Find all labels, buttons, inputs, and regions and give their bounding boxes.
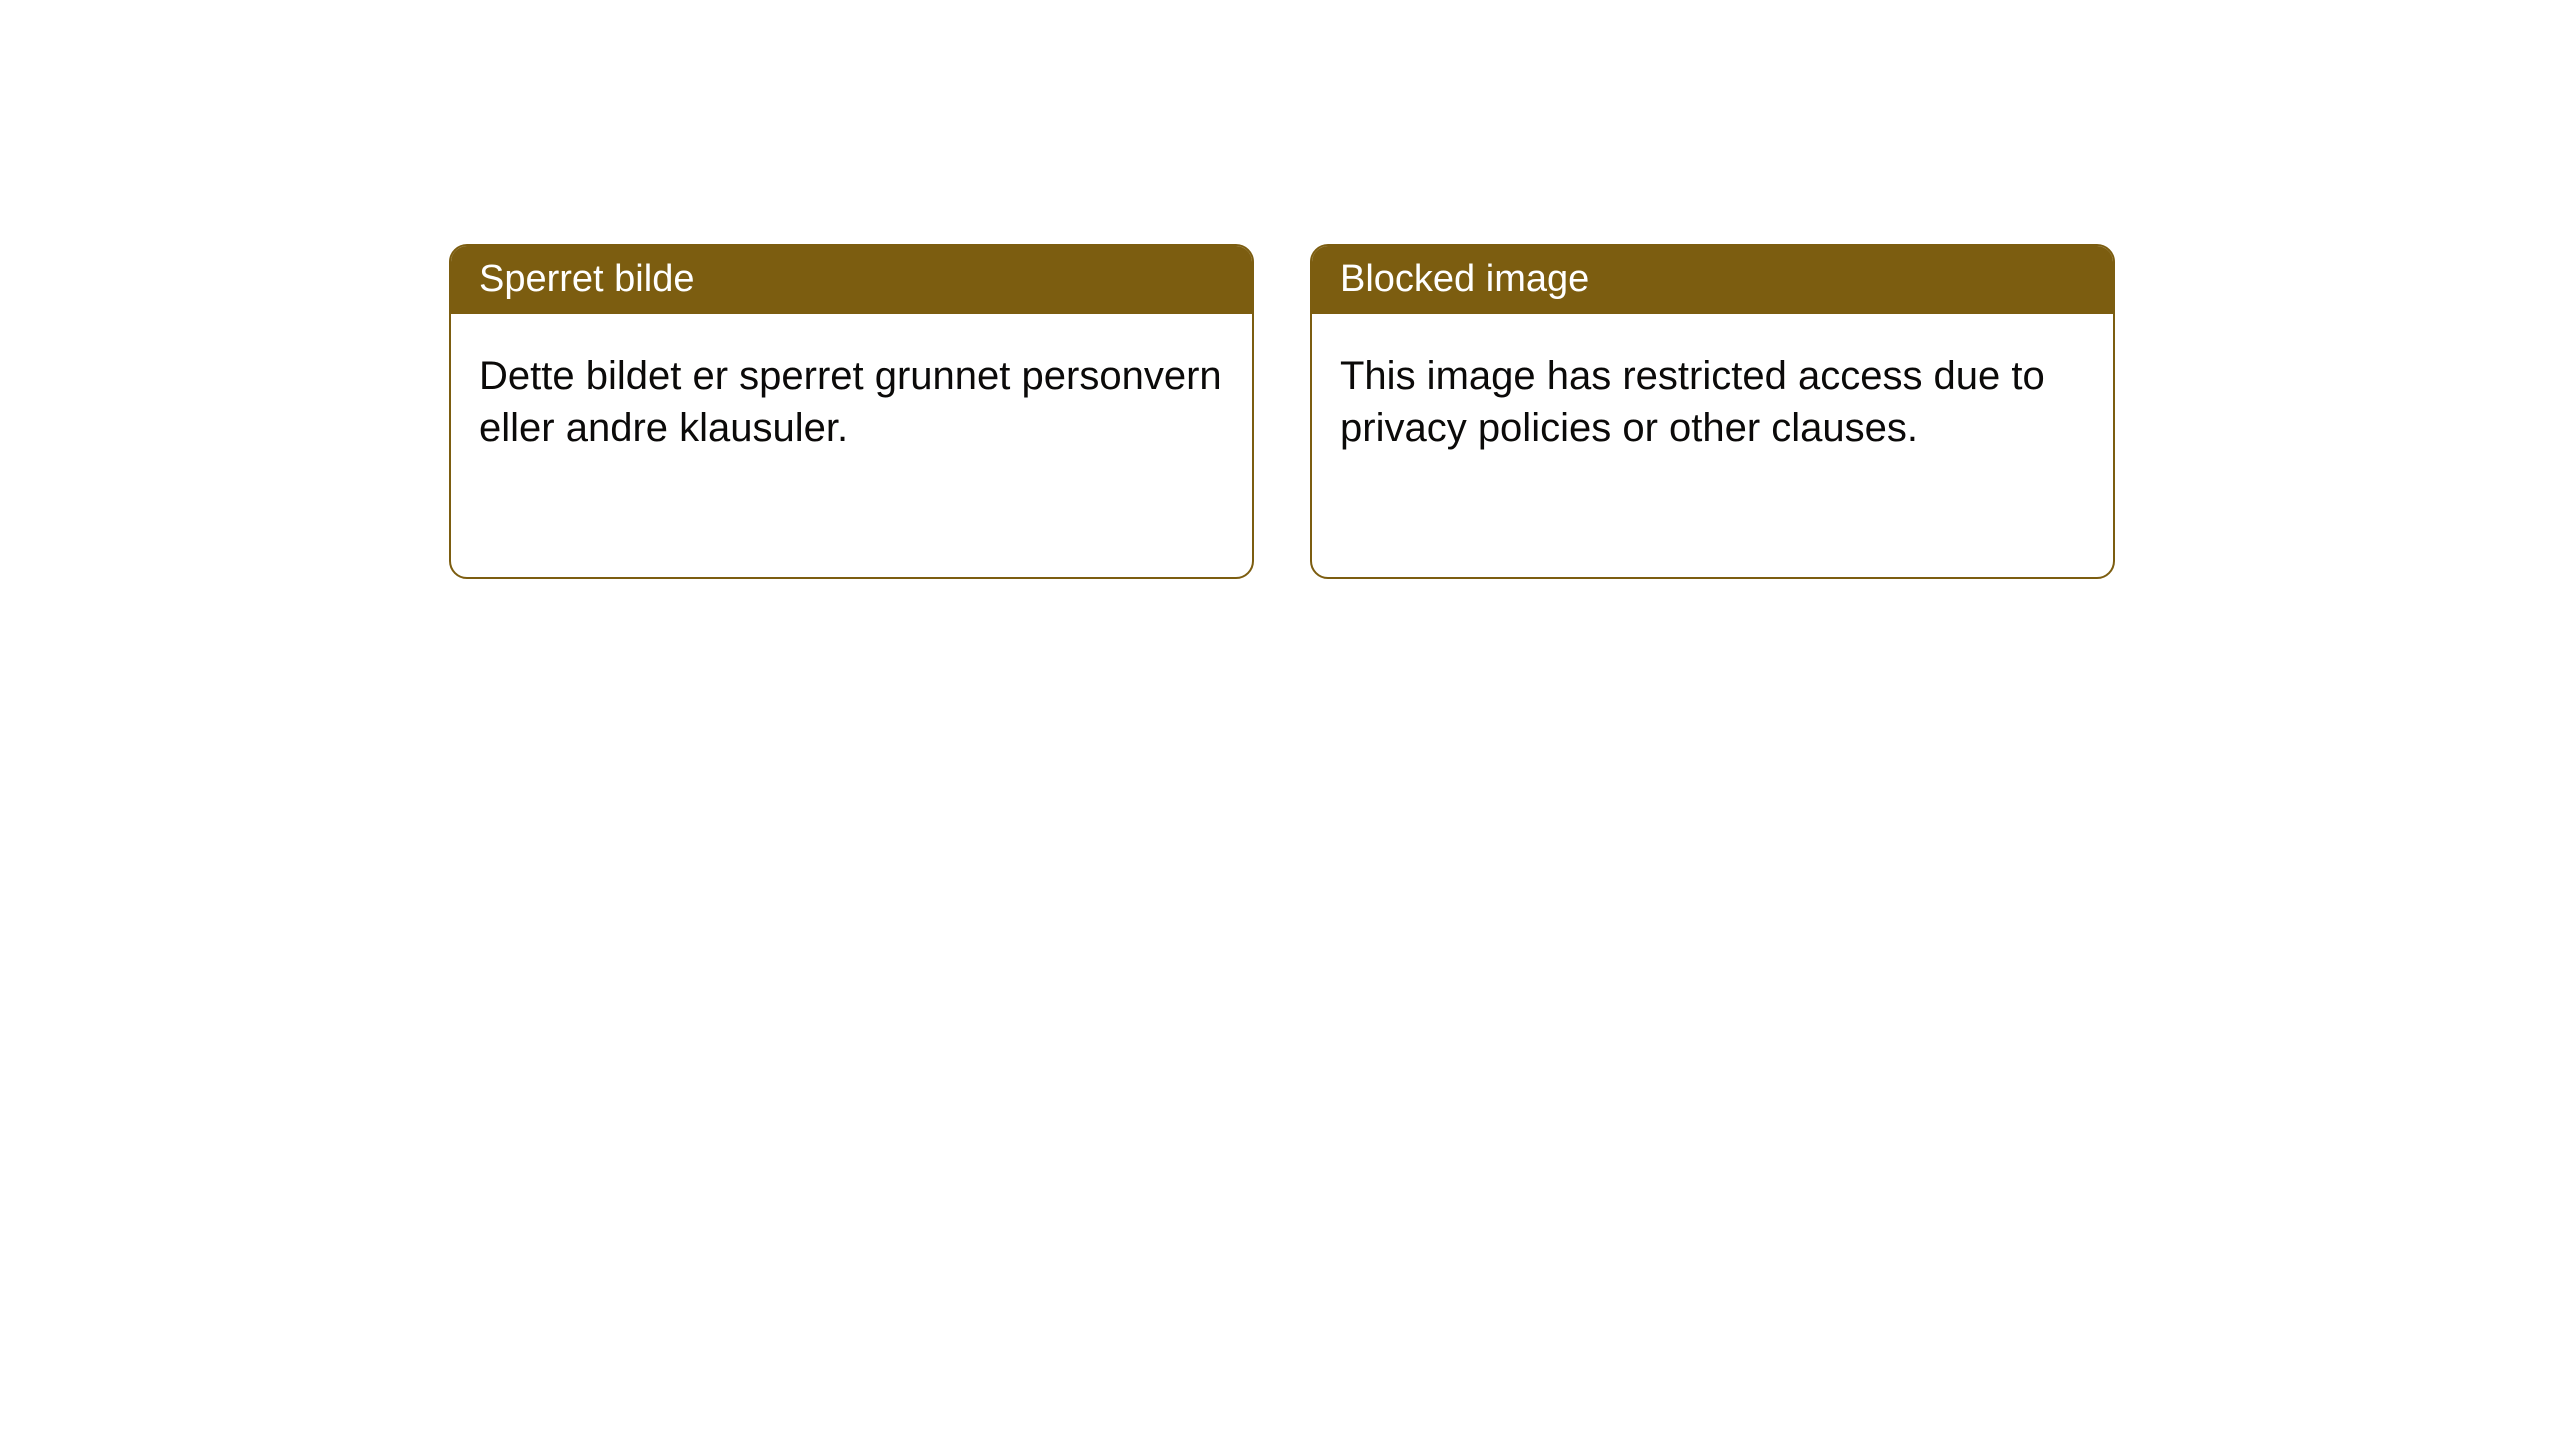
- card-body-en: This image has restricted access due to …: [1312, 314, 2113, 492]
- blocked-image-card-en: Blocked image This image has restricted …: [1310, 244, 2115, 579]
- card-header-en: Blocked image: [1312, 246, 2113, 314]
- card-body-no: Dette bildet er sperret grunnet personve…: [451, 314, 1252, 492]
- blocked-image-card-no: Sperret bilde Dette bildet er sperret gr…: [449, 244, 1254, 579]
- notice-container: Sperret bilde Dette bildet er sperret gr…: [0, 0, 2560, 579]
- card-header-no: Sperret bilde: [451, 246, 1252, 314]
